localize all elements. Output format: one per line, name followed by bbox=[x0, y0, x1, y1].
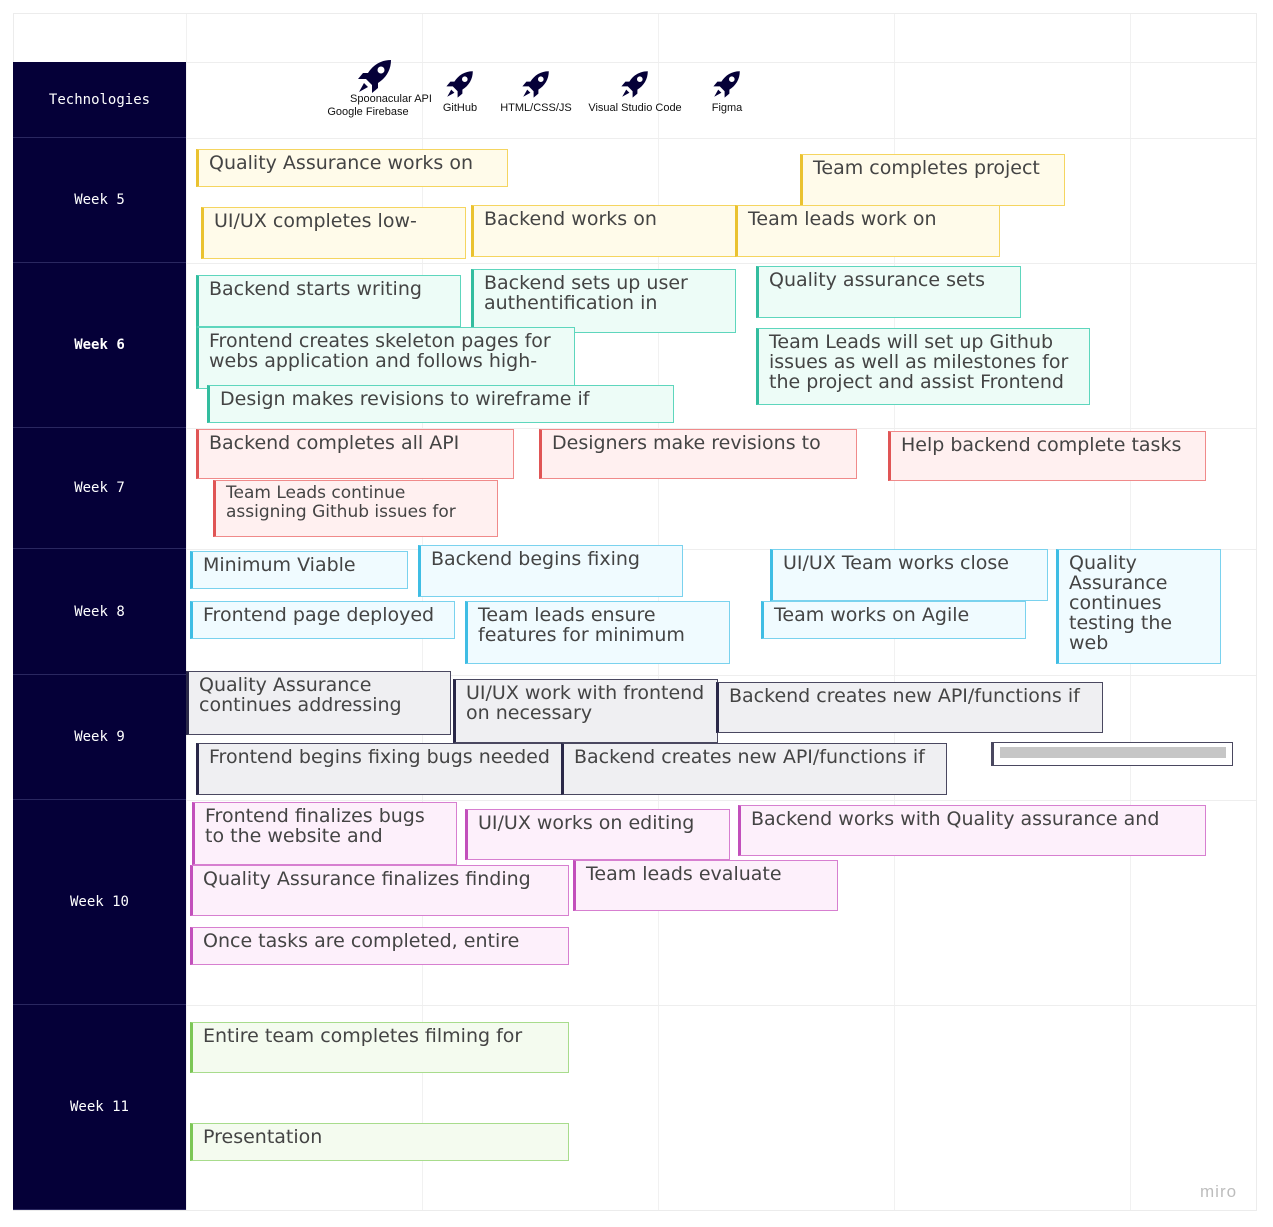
sticky-note[interactable]: Minimum Viable bbox=[190, 551, 408, 589]
grid-line bbox=[186, 800, 1257, 801]
sticky-note[interactable]: Team leads ensure features for minimum bbox=[465, 601, 730, 664]
sticky-note[interactable]: Presentation bbox=[190, 1123, 569, 1161]
rocket-icon bbox=[713, 71, 740, 98]
frame-border bbox=[13, 13, 14, 62]
rocket-icon bbox=[446, 71, 473, 98]
sticky-note[interactable]: Design makes revisions to wireframe if bbox=[207, 385, 674, 423]
row-header-week-11[interactable]: Week 11 bbox=[13, 1005, 186, 1210]
grid-line bbox=[186, 1005, 1257, 1006]
tech-label: GitHub bbox=[442, 102, 478, 114]
grid-line bbox=[186, 675, 1257, 676]
sticky-note[interactable]: Backend starts writing bbox=[196, 275, 461, 327]
sticky-note[interactable]: UI/UX works on editing bbox=[465, 809, 730, 860]
rocket-icon bbox=[358, 60, 391, 93]
tech-item-firebase[interactable]: Spoonacular API Google Firebase bbox=[320, 56, 432, 119]
sticky-note[interactable]: Team Leads will set up Github issues as … bbox=[756, 328, 1090, 405]
sticky-note[interactable]: Backend works on bbox=[471, 205, 736, 257]
tech-label: HTML/CSS/JS bbox=[500, 102, 572, 114]
sticky-note[interactable]: Frontend page deployed bbox=[190, 601, 455, 639]
sticky-note[interactable]: Backend creates new API/functions if bbox=[716, 682, 1103, 733]
tech-item-github[interactable]: GitHub bbox=[405, 68, 515, 115]
frame-border bbox=[1256, 13, 1257, 1211]
sticky-note[interactable]: Quality Assurance works on bbox=[196, 149, 508, 187]
frame-border bbox=[13, 1210, 1257, 1211]
rocket-icon bbox=[621, 71, 648, 98]
grid-line bbox=[186, 428, 1257, 429]
grid-line bbox=[186, 13, 187, 1211]
text-placeholder-bar bbox=[1000, 747, 1226, 758]
sticky-note[interactable]: Team completes project bbox=[800, 154, 1065, 206]
sticky-note[interactable]: Once tasks are completed, entire bbox=[190, 927, 569, 965]
sticky-note[interactable]: UI/UX work with frontend on necessary bbox=[453, 679, 718, 743]
grid-line bbox=[186, 62, 1257, 63]
sticky-note[interactable]: Frontend begins fixing bugs needed bbox=[196, 743, 566, 795]
sticky-note[interactable]: Entire team completes filming for bbox=[190, 1022, 569, 1073]
row-header-week-7[interactable]: Week 7 bbox=[13, 428, 186, 549]
tech-label: Visual Studio Code bbox=[588, 102, 682, 114]
row-header-week-8[interactable]: Week 8 bbox=[13, 549, 186, 675]
sticky-note[interactable]: Quality Assurance finalizes finding bbox=[190, 865, 569, 916]
miro-watermark: miro bbox=[1200, 1182, 1238, 1201]
sticky-note[interactable]: Backend sets up user authentification in bbox=[471, 269, 736, 333]
tech-item-vscode[interactable]: Visual Studio Code bbox=[580, 68, 690, 115]
sticky-note[interactable]: Backend completes all API bbox=[196, 429, 514, 479]
sticky-note[interactable]: Quality Assurance continues addressing bbox=[186, 671, 451, 735]
frame-border bbox=[13, 13, 1257, 14]
row-header-technologies[interactable]: Technologies bbox=[13, 62, 186, 138]
sticky-note[interactable]: Team leads work on bbox=[735, 205, 1000, 257]
row-header-week-6[interactable]: Week 6 bbox=[13, 263, 186, 428]
sticky-note[interactable]: Backend creates new API/functions if bbox=[561, 743, 947, 795]
rocket-icon bbox=[522, 71, 549, 98]
sticky-note[interactable]: Designers make revisions to bbox=[539, 429, 857, 479]
tech-label: Google Firebase bbox=[327, 106, 409, 118]
sticky-note[interactable]: Frontend creates skeleton pages for webs… bbox=[196, 327, 575, 389]
sticky-note[interactable]: Quality assurance sets bbox=[756, 266, 1021, 318]
sticky-note[interactable]: Team leads evaluate bbox=[573, 860, 838, 911]
tech-label: Spoonacular API bbox=[350, 93, 432, 105]
grid-line bbox=[186, 263, 1257, 264]
sticky-note[interactable]: Frontend finalizes bugs to the website a… bbox=[192, 802, 457, 865]
grid-line bbox=[186, 138, 1257, 139]
sticky-note[interactable]: Quality Assurance continues testing the … bbox=[1056, 549, 1221, 664]
sticky-note[interactable]: Help backend complete tasks bbox=[888, 431, 1206, 481]
row-header-week-10[interactable]: Week 10 bbox=[13, 800, 186, 1005]
sticky-note[interactable]: UI/UX completes low- bbox=[201, 207, 466, 259]
sticky-note[interactable]: Team Leads continue assigning Github iss… bbox=[213, 480, 498, 537]
sticky-note[interactable]: Team works on Agile bbox=[761, 601, 1026, 639]
tech-item-figma[interactable]: Figma bbox=[672, 68, 782, 115]
sticky-note[interactable]: Backend begins fixing bbox=[418, 545, 683, 597]
grid-line bbox=[186, 549, 1257, 550]
empty-card[interactable] bbox=[991, 742, 1233, 766]
tech-item-html-css-js[interactable]: HTML/CSS/JS bbox=[481, 68, 591, 115]
sticky-note[interactable]: UI/UX Team works close bbox=[770, 549, 1048, 601]
row-header-week-9[interactable]: Week 9 bbox=[13, 675, 186, 800]
row-header-week-5[interactable]: Week 5 bbox=[13, 138, 186, 263]
sticky-note[interactable]: Backend works with Quality assurance and bbox=[738, 805, 1206, 856]
tech-label: Figma bbox=[711, 102, 743, 114]
